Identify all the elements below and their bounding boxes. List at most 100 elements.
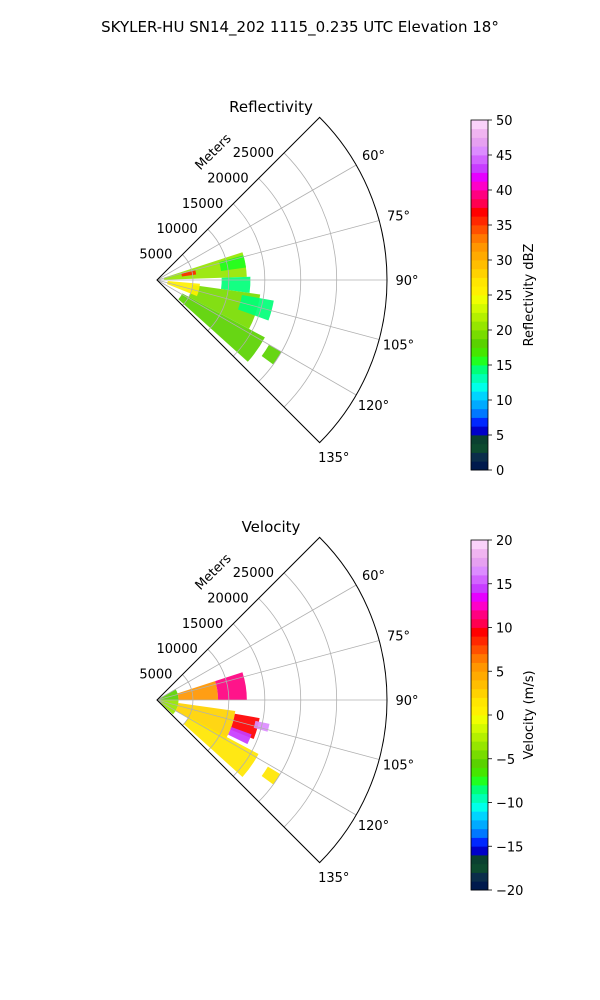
azimuth-spoke <box>156 640 380 701</box>
echo-region <box>230 713 260 740</box>
colorbar-swatch <box>471 443 488 453</box>
colorbar-swatch <box>471 627 488 637</box>
colorbar-swatch <box>471 417 488 427</box>
azimuth-spoke <box>156 164 357 281</box>
chart-title: Reflectivity <box>229 98 313 116</box>
figure-title: SKYLER-HU SN14_202 1115_0.235 UTC Elevat… <box>101 18 499 37</box>
chart-panel-velocity: Velocity 5000 10000 15000 20000 25000 60° 75° 90… <box>139 518 537 899</box>
azimuth-tick-label: 105° <box>383 759 414 774</box>
echo-region <box>261 766 281 785</box>
echo-region <box>238 294 274 321</box>
colorbar-swatch <box>471 260 488 270</box>
colorbar-tick-label: 20 <box>496 534 513 549</box>
azimuth-tick-label: 75° <box>387 209 410 224</box>
colorbar-swatch <box>471 601 488 611</box>
range-tick-label: 10000 <box>156 222 197 237</box>
range-tick-label: 20000 <box>207 591 248 606</box>
colorbar-swatch <box>471 566 488 576</box>
colorbar-swatch <box>471 408 488 418</box>
azimuth-spoke <box>156 584 357 701</box>
colorbar-swatch <box>471 155 488 165</box>
colorbar-swatch <box>471 540 488 550</box>
colorbar: −20 −15 −10 −5 0 5 10 15 20 Velocity (m/s) <box>470 534 537 899</box>
azimuth-tick-label: 75° <box>387 629 410 644</box>
colorbar-swatch <box>471 820 488 830</box>
colorbar-tick-label: 40 <box>496 184 513 199</box>
azimuth-tick-label: 60° <box>362 149 385 164</box>
colorbar-swatch <box>471 750 488 760</box>
colorbar-swatch <box>471 233 488 243</box>
colorbar-swatch <box>471 618 488 628</box>
polar-frame <box>156 116 388 444</box>
colorbar-swatch <box>471 356 488 366</box>
colorbar-swatch <box>471 225 488 235</box>
colorbar-swatch <box>471 330 488 340</box>
colorbar-swatch <box>471 190 488 200</box>
colorbar-swatch <box>471 452 488 462</box>
range-tick-label: 25000 <box>233 146 274 161</box>
colorbar-swatch <box>471 365 488 375</box>
azimuth-tick-label: 120° <box>358 399 389 414</box>
colorbar-swatch <box>471 863 488 873</box>
colorbar-swatch <box>471 741 488 751</box>
colorbar-swatch <box>471 575 488 585</box>
echo-region <box>183 716 259 777</box>
colorbar-swatch <box>471 767 488 777</box>
colorbar-swatch <box>471 373 488 383</box>
polar-frame <box>156 536 388 864</box>
colorbar-tick-label: 20 <box>496 324 513 339</box>
colorbar-swatch <box>471 855 488 865</box>
colorbar-swatch <box>471 347 488 357</box>
range-tick-label: 25000 <box>233 566 274 581</box>
colorbar-swatch <box>471 776 488 786</box>
colorbar-swatch <box>471 242 488 252</box>
azimuth-spoke <box>156 279 380 340</box>
colorbar-swatch <box>471 312 488 322</box>
colorbar-tick-label: −20 <box>496 884 523 899</box>
colorbar-tick-label: 45 <box>496 149 513 164</box>
azimuth-tick-label: 90° <box>395 274 418 289</box>
colorbar-swatch <box>471 583 488 593</box>
colorbar-swatch <box>471 828 488 838</box>
colorbar-swatch <box>471 268 488 278</box>
colorbar-swatch <box>471 715 488 725</box>
echo-region <box>261 344 282 365</box>
azimuth-spoke <box>156 279 357 396</box>
echo-region <box>228 727 252 745</box>
azimuth-spoke <box>156 699 357 816</box>
echo-region <box>215 672 247 700</box>
chart-title: Velocity <box>242 518 301 536</box>
colorbar-swatch <box>471 137 488 147</box>
colorbar-swatch <box>471 163 488 173</box>
colorbar-swatch <box>471 391 488 401</box>
colorbar-swatch <box>471 653 488 663</box>
range-tick-label: 5000 <box>139 668 172 683</box>
colorbar-swatch <box>471 610 488 620</box>
colorbar-tick-label: −5 <box>496 753 515 768</box>
colorbar-swatch <box>471 548 488 558</box>
colorbar-swatch <box>471 706 488 716</box>
azimuth-tick-label: 120° <box>358 819 389 834</box>
echo-region <box>177 681 219 700</box>
azimuth-tick-label: 90° <box>395 694 418 709</box>
range-tick-label: 5000 <box>139 248 172 263</box>
colorbar-tick-label: 35 <box>496 219 513 234</box>
colorbar-swatch <box>471 128 488 138</box>
colorbar-tick-label: 5 <box>496 665 504 680</box>
colorbar-swatch <box>471 251 488 261</box>
range-tick-label: 20000 <box>207 171 248 186</box>
colorbar-swatch <box>471 671 488 681</box>
colorbar-swatch <box>471 216 488 226</box>
azimuth-tick-label: 60° <box>362 569 385 584</box>
colorbar-swatch <box>471 557 488 567</box>
colorbar-swatch <box>471 662 488 672</box>
colorbar-swatch <box>471 321 488 331</box>
colorbar-swatch <box>471 198 488 208</box>
colorbar-tick-label: 50 <box>496 114 513 129</box>
colorbar-tick-label: 25 <box>496 289 513 304</box>
colorbar-swatch <box>471 872 488 882</box>
colorbar-swatch <box>471 120 488 130</box>
colorbar-tick-label: 0 <box>496 709 504 724</box>
